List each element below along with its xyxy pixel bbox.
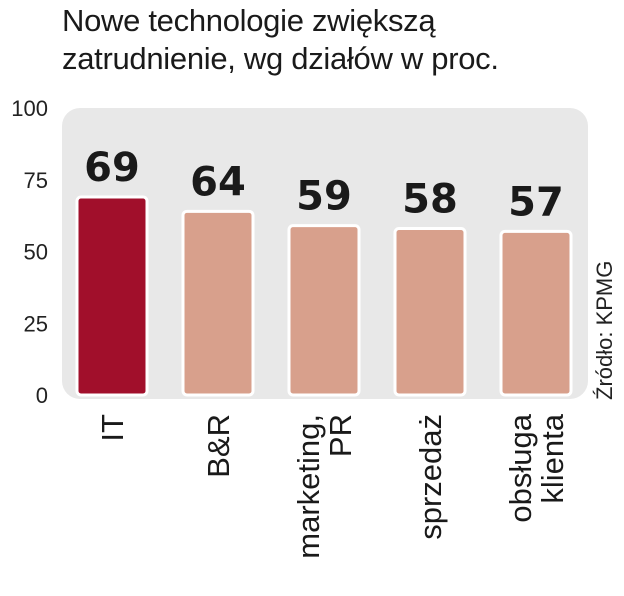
y-tick-label: 0 (36, 383, 48, 408)
y-axis: 100 75 50 25 0 (11, 96, 48, 408)
bar (393, 227, 467, 397)
chart-title-line-1: Nowe technologie zwiększą (62, 3, 436, 38)
bars (75, 195, 573, 397)
value-label: 57 (508, 179, 564, 225)
bar (499, 229, 573, 397)
value-label: 69 (84, 145, 140, 191)
y-tick-label: 50 (24, 240, 48, 265)
value-labels: 69 64 59 58 57 (84, 145, 564, 225)
bar (287, 224, 361, 397)
category-label: IT (95, 414, 130, 442)
bar (75, 195, 149, 397)
chart-title: Nowe technologie zwiększą zatrudnienie, … (62, 2, 582, 78)
y-tick-label: 100 (11, 96, 48, 121)
chart-title-line-2: zatrudnienie, wg działów w proc. (62, 41, 499, 76)
source-note: Źródło: KPMG (592, 261, 617, 400)
category-label: sprzedaż (413, 414, 448, 540)
value-label: 64 (190, 159, 246, 205)
category-label: klienta (535, 413, 570, 503)
y-tick-label: 25 (24, 311, 48, 336)
category-label: obsługa (503, 413, 538, 522)
value-label: 58 (402, 177, 458, 223)
category-label: PR (323, 414, 358, 457)
y-tick-label: 75 (24, 168, 48, 193)
value-label: 59 (296, 174, 352, 220)
category-label: marketing, (291, 414, 326, 559)
bar (181, 209, 255, 397)
category-label: B&R (201, 414, 236, 478)
